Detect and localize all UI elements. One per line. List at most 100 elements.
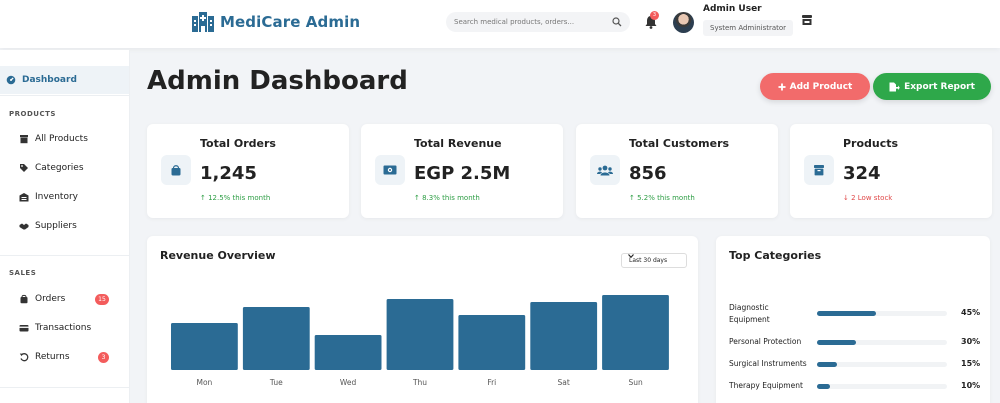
stat-change: ↑ 12.5% this month — [200, 194, 271, 202]
chart-bar-mon[interactable] — [171, 323, 238, 370]
add-product-button[interactable]: Add Product — [760, 73, 870, 100]
category-progress-fill — [817, 384, 830, 389]
category-progress — [817, 362, 947, 367]
money-icon — [383, 165, 397, 175]
stat-label: Products — [843, 137, 899, 150]
divider — [0, 95, 129, 96]
sidebar-item-label: Returns — [35, 352, 70, 362]
brand-name: MediCare Admin — [220, 13, 361, 31]
date-range-select[interactable]: Last 30 days — [621, 253, 687, 268]
search-bar[interactable] — [446, 12, 630, 32]
undo-icon — [19, 353, 29, 362]
chart-bar-tue[interactable] — [242, 307, 310, 370]
x-tick-label: Tue — [269, 378, 283, 387]
category-progress — [817, 340, 947, 345]
export-report-button[interactable]: Export Report — [873, 73, 991, 100]
sidebar-item-orders[interactable]: Orders 15 — [0, 285, 129, 313]
sidebar-item-label: Inventory — [35, 192, 78, 202]
brand[interactable]: MediCare Admin — [192, 12, 360, 32]
stat-value: 856 — [629, 163, 667, 184]
sidebar-item-transactions[interactable]: Transactions — [0, 314, 129, 342]
category-percent: 45% — [961, 308, 981, 317]
x-tick-label: Mon — [196, 378, 212, 387]
store-icon[interactable] — [801, 14, 813, 26]
top-bar: MediCare Admin 3 Admin User System Admin… — [0, 0, 1000, 48]
chevron-down-icon — [628, 254, 634, 258]
stat-change: ↑ 8.3% this month — [414, 194, 480, 202]
search-icon[interactable] — [612, 17, 622, 27]
sidebar-item-dashboard[interactable]: Dashboard — [0, 66, 129, 94]
sidebar-item-suppliers[interactable]: Suppliers — [0, 212, 129, 240]
divider — [0, 387, 129, 388]
category-name: Personal Protection — [729, 337, 802, 346]
category-progress — [817, 311, 947, 316]
chart-bar-thu[interactable] — [386, 299, 454, 370]
category-progress-fill — [817, 311, 876, 316]
divider — [0, 255, 129, 256]
page-title: Admin Dashboard — [147, 66, 408, 96]
stat-icon-box — [375, 155, 405, 185]
sidebar-item-label: All Products — [35, 134, 88, 144]
search-input[interactable] — [454, 18, 604, 26]
notifications-button[interactable]: 3 — [645, 11, 659, 30]
avatar[interactable] — [673, 12, 694, 33]
category-name: Surgical Instruments — [729, 359, 807, 368]
sidebar-item-label: Suppliers — [35, 221, 77, 231]
x-tick-label: Sat — [558, 378, 570, 387]
sidebar-item-returns[interactable]: Returns 3 — [0, 343, 129, 371]
add-product-label: Add Product — [789, 81, 853, 92]
stat-icon-box — [590, 155, 620, 185]
dashboard-gauge-icon — [6, 75, 16, 85]
bag-icon — [20, 294, 28, 304]
notification-badge: 3 — [650, 11, 659, 20]
x-tick-label: Fri — [487, 378, 496, 387]
box-icon — [20, 135, 28, 144]
revenue-title: Revenue Overview — [160, 249, 276, 262]
chart-bar-sat[interactable] — [530, 302, 598, 370]
box-icon — [814, 165, 824, 176]
category-percent: 10% — [961, 381, 981, 390]
revenue-bar-chart: Mon Tue Wed Thu Fri Sat Sun — [171, 295, 669, 387]
sidebar: Dashboard PRODUCTS All Products Categori… — [0, 50, 130, 403]
category-progress-fill — [817, 340, 856, 345]
sidebar-section-sales: SALES — [9, 269, 37, 277]
stat-icon-box — [161, 155, 191, 185]
x-tick-label: Wed — [340, 378, 357, 387]
sidebar-item-label: Categories — [35, 163, 84, 173]
sidebar-item-all-products[interactable]: All Products — [0, 125, 129, 153]
revenue-overview-card: Revenue Overview Last 30 days Mon Tue Wed T… — [147, 236, 698, 403]
sidebar-item-label: Orders — [35, 294, 66, 304]
shopping-bag-icon — [171, 165, 181, 176]
stat-change: ↑ 5.2% this month — [629, 194, 695, 202]
top-categories-card: Top Categories Diagnostic Equipment 45% … — [716, 236, 990, 403]
stat-change: ↓ 2 Low stock — [843, 194, 893, 202]
stat-label: Total Customers — [629, 137, 730, 150]
plus-icon — [778, 83, 786, 90]
export-report-label: Export Report — [904, 81, 975, 92]
date-range-value: Last 30 days — [629, 257, 668, 264]
chart-bar-sun[interactable] — [602, 295, 669, 370]
category-name: Therapy Equipment — [729, 381, 803, 390]
sidebar-item-label: Dashboard — [22, 75, 77, 85]
sidebar-section-products: PRODUCTS — [9, 110, 56, 118]
card-icon — [19, 325, 29, 332]
tags-icon — [20, 164, 28, 172]
sidebar-item-categories[interactable]: Categories — [0, 154, 129, 182]
stat-card-total-orders: Total Orders 1,245 ↑ 12.5% this month — [147, 124, 349, 218]
warehouse-icon — [19, 193, 29, 202]
stat-card-products: Products 324 ↓ 2 Low stock — [790, 124, 992, 218]
stat-card-total-revenue: Total Revenue EGP 2.5M ↑ 8.3% this month — [361, 124, 563, 218]
returns-count-badge: 3 — [98, 351, 109, 363]
category-progress — [817, 384, 947, 389]
stat-card-total-customers: Total Customers 856 ↑ 5.2% this month — [576, 124, 778, 218]
handshake-icon — [19, 223, 29, 230]
sidebar-item-inventory[interactable]: Inventory — [0, 183, 129, 211]
stat-icon-box — [804, 155, 834, 185]
stat-label: Total Orders — [200, 137, 276, 150]
user-name[interactable]: Admin User — [703, 4, 762, 14]
chart-bar-fri[interactable] — [458, 315, 526, 370]
x-tick-label: Sun — [628, 378, 643, 387]
chart-bar-wed[interactable] — [314, 335, 382, 370]
category-name: Diagnostic Equipment — [729, 303, 770, 324]
stat-value: 324 — [843, 163, 881, 184]
